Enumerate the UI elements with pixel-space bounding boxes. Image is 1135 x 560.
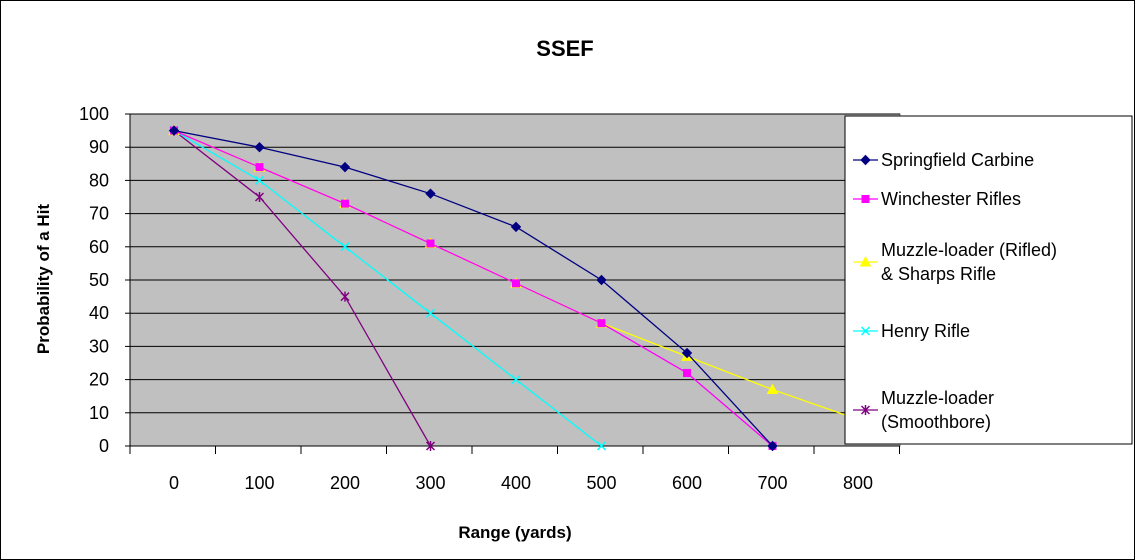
y-tick-label: 90 [89, 137, 109, 157]
y-tick-label: 60 [89, 237, 109, 257]
data-point [510, 221, 522, 233]
data-point [425, 308, 436, 318]
legend-label: Springfield Carbine [881, 150, 1034, 170]
legend-entry-1: Winchester Rifles [853, 189, 1021, 209]
data-point [340, 291, 350, 302]
legend-entry-4: Muzzle-loader (Smoothbore) [853, 388, 994, 432]
x-tick-label: 600 [672, 473, 702, 493]
legend-label: Muzzle-loader (Rifled) [881, 240, 1057, 260]
series-line [173, 130, 432, 446]
data-point [254, 192, 265, 202]
data-point [766, 383, 779, 395]
legend-entry-0: Springfield Carbine [853, 150, 1034, 170]
data-point [341, 199, 349, 208]
y-tick-label: 80 [89, 170, 109, 190]
data-point [683, 368, 691, 377]
x-tick-label: 300 [415, 473, 445, 493]
chart-title: SSEF [536, 36, 593, 61]
legend-label: Henry Rifle [881, 321, 970, 341]
data-point [512, 279, 520, 288]
data-point [426, 239, 435, 248]
x-tick-label: 400 [501, 473, 531, 493]
y-tick-label: 0 [99, 436, 109, 456]
data-point [340, 242, 350, 252]
legend-marker [860, 154, 871, 166]
data-point [339, 161, 351, 173]
x-axis-title: Range (yards) [458, 523, 571, 542]
legend: Springfield Carbine Winchester Rifles Muzz… [844, 115, 1133, 445]
legend-label: & Sharps Rifle [881, 264, 996, 284]
y-axis-title: Probability of a Hit [34, 204, 53, 355]
legend-entry-3: Henry Rifle [853, 321, 970, 341]
legend-marker [859, 255, 872, 267]
data-point [425, 441, 436, 451]
data-point [425, 188, 436, 199]
legend-marker [860, 405, 871, 415]
series-group [168, 124, 845, 452]
series-line [173, 130, 773, 446]
x-tick-label: 700 [757, 473, 787, 493]
x-tick-label: 0 [169, 473, 179, 493]
x-tick-label: 100 [244, 473, 274, 493]
legend-marker [860, 326, 871, 336]
data-point [596, 274, 607, 286]
legend-marker [861, 195, 870, 203]
data-point [255, 163, 264, 172]
y-tick-label: 70 [89, 204, 109, 224]
legend-label: Muzzle-loader [881, 388, 994, 408]
x-tick-label: 800 [843, 473, 873, 493]
x-tick-label: 500 [586, 473, 616, 493]
data-point [767, 440, 778, 452]
legend-entry-2: Muzzle-loader (Rifled) & Sharps Rifle [853, 240, 1057, 284]
legend-label: (Smoothbore) [881, 412, 991, 432]
series-line [173, 130, 602, 446]
data-point [254, 175, 265, 185]
data-point [168, 125, 180, 136]
data-point [254, 141, 265, 153]
x-tick-labels: 0 100 200 300 400 500 600 700 800 [129, 446, 900, 493]
x-tick-label: 200 [330, 473, 360, 493]
y-tick-label: 20 [89, 370, 109, 390]
data-point [596, 441, 607, 451]
legend-box [844, 115, 1133, 445]
data-point [597, 319, 606, 328]
series-line [173, 129, 773, 446]
y-tick-label: 50 [89, 270, 109, 290]
y-tick-labels: 0 10 20 30 40 50 60 70 80 90 100 [79, 104, 130, 456]
data-point [681, 347, 693, 359]
y-tick-label: 40 [89, 303, 109, 323]
series-0 [168, 125, 778, 452]
y-tick-label: 100 [79, 104, 109, 124]
series-1 [170, 126, 777, 450]
y-tick-label: 10 [89, 403, 109, 423]
data-point [511, 375, 521, 385]
legend-label: Winchester Rifles [881, 189, 1021, 209]
y-tick-label: 30 [89, 336, 109, 356]
